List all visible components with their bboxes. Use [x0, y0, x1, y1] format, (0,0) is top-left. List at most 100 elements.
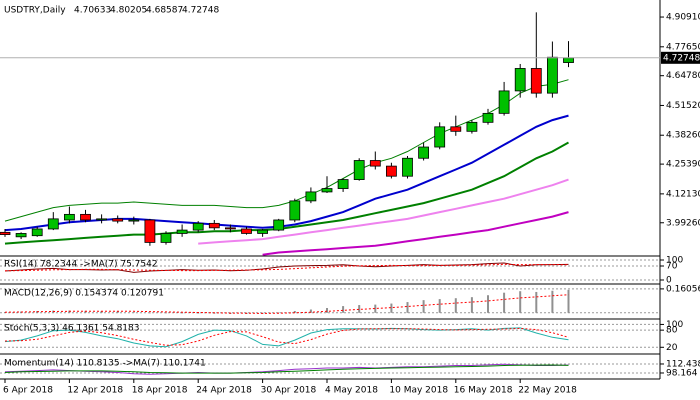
candle-body: [208, 222, 220, 229]
candle-body: [257, 229, 269, 234]
candle-body: [64, 213, 75, 221]
histogram-bar: [567, 289, 570, 313]
candle-body: [160, 233, 172, 243]
candle-body: [112, 218, 124, 222]
indicator-line: [4, 262, 569, 273]
chart-title: USDTRY,Daily: [4, 6, 66, 16]
marks: [0, 12, 660, 375]
histogram-bar: [132, 312, 135, 313]
indicator-line: [4, 327, 569, 346]
histogram-bar: [148, 312, 151, 314]
x-tick-label: 30 Apr 2018: [261, 386, 317, 396]
y-tick-label: 100: [666, 256, 683, 266]
histogram-bar: [406, 302, 409, 313]
candle-body: [144, 219, 156, 243]
header-close: 4.72748: [182, 6, 219, 16]
y-tick-label: 70: [666, 262, 678, 272]
histogram-bar: [358, 305, 361, 313]
indicator-line: [4, 141, 569, 245]
indicator-label: MACD(12,26,9) 0.154374 0.120791: [4, 289, 164, 299]
y-tick-label: 80: [666, 326, 678, 336]
y-tick-label: 4.38260: [666, 131, 700, 141]
histogram-bar: [374, 304, 377, 313]
y-tick-label: 98.164: [666, 368, 698, 378]
histogram-bar: [470, 297, 473, 313]
indicator-label: Momentum(14) 110.8135 ->MA(7) 110.1741: [4, 359, 206, 369]
header-open: 4.70633: [74, 6, 111, 16]
candle-body: [337, 179, 349, 189]
indicator-line: [4, 364, 569, 374]
candle-body: [514, 68, 526, 92]
y-tick-label: 112.4386: [666, 359, 700, 369]
candle-body: [434, 126, 446, 148]
x-tick-label: 24 Apr 2018: [196, 386, 252, 396]
histogram-bar: [4, 312, 6, 313]
candle-body: [530, 68, 542, 94]
x-tick-label: 6 Apr 2018: [3, 386, 53, 396]
candle-body: [241, 228, 252, 234]
candle-body: [353, 160, 365, 180]
histogram-bar: [535, 291, 538, 313]
candle-body: [289, 200, 301, 221]
candle-body: [192, 222, 204, 231]
candle-body: [547, 56, 558, 94]
candle-body: [0, 231, 11, 235]
x-tick-label: 10 May 2018: [389, 386, 448, 396]
y-tick-label: 100: [666, 320, 683, 330]
histogram-bar: [519, 291, 522, 313]
x-tick-label: 22 May 2018: [518, 386, 577, 396]
indicator-label: RSI(14) 78.2344 ->MA(7) 75.7542: [4, 260, 158, 270]
y-tick-label: 4.51520: [666, 101, 700, 111]
candle-body: [305, 191, 317, 202]
histogram-bar: [293, 311, 296, 313]
current-price-box: [661, 51, 700, 64]
candle-body: [128, 219, 140, 222]
histogram-bar: [438, 299, 441, 313]
y-tick-label: 20: [666, 343, 678, 353]
header-low: 4.68587: [146, 6, 183, 16]
histogram-bar: [326, 308, 328, 313]
histogram-bar: [487, 295, 489, 313]
x-tick-label: 4 May 2018: [325, 386, 378, 396]
header-high: 4.80205: [110, 6, 147, 16]
indicator-line: [4, 79, 569, 222]
histogram-bar: [100, 311, 103, 313]
candle-body: [47, 218, 59, 230]
current-price-label: 4.72748: [663, 53, 700, 63]
candle-body: [563, 57, 574, 63]
histogram-bar: [390, 303, 393, 313]
candle-body: [176, 229, 188, 234]
y-tick-label: 3.99260: [666, 218, 700, 228]
y-tick-label: 4.64780: [666, 71, 700, 81]
y-tick-label: 4.77650: [666, 42, 700, 52]
candle-body: [450, 126, 462, 132]
y-tick-label: 4.25390: [666, 160, 700, 170]
indicator-line: [4, 294, 569, 314]
histogram-bar: [181, 312, 184, 314]
x-tick-label: 16 May 2018: [454, 386, 513, 396]
y-tick-label: 0: [666, 276, 672, 286]
histogram-bar: [84, 310, 87, 313]
histogram-bar: [503, 292, 506, 313]
candle-body: [418, 146, 430, 159]
indicator-line: [4, 327, 569, 348]
candle-body: [80, 213, 91, 221]
y-tick-label: 4.90910: [666, 13, 700, 23]
candle-body: [273, 219, 285, 231]
candle-body: [498, 90, 510, 114]
histogram-bar: [197, 312, 200, 314]
x-tick-label: 18 Apr 2018: [132, 386, 188, 396]
x-tick-label: 12 Apr 2018: [67, 386, 123, 396]
indicator-line: [4, 263, 569, 272]
candle-body: [466, 121, 478, 132]
indicator-label: Stoch(5,3,3) 46.1361 54.8183: [4, 324, 139, 334]
candle-body: [385, 165, 397, 177]
candle-body: [321, 188, 333, 193]
indicator-line: [198, 178, 569, 245]
y-tick-label: 0.160561: [666, 284, 700, 294]
candle-body: [15, 233, 27, 238]
indicator-line: [262, 211, 569, 256]
candle-body: [482, 112, 494, 123]
